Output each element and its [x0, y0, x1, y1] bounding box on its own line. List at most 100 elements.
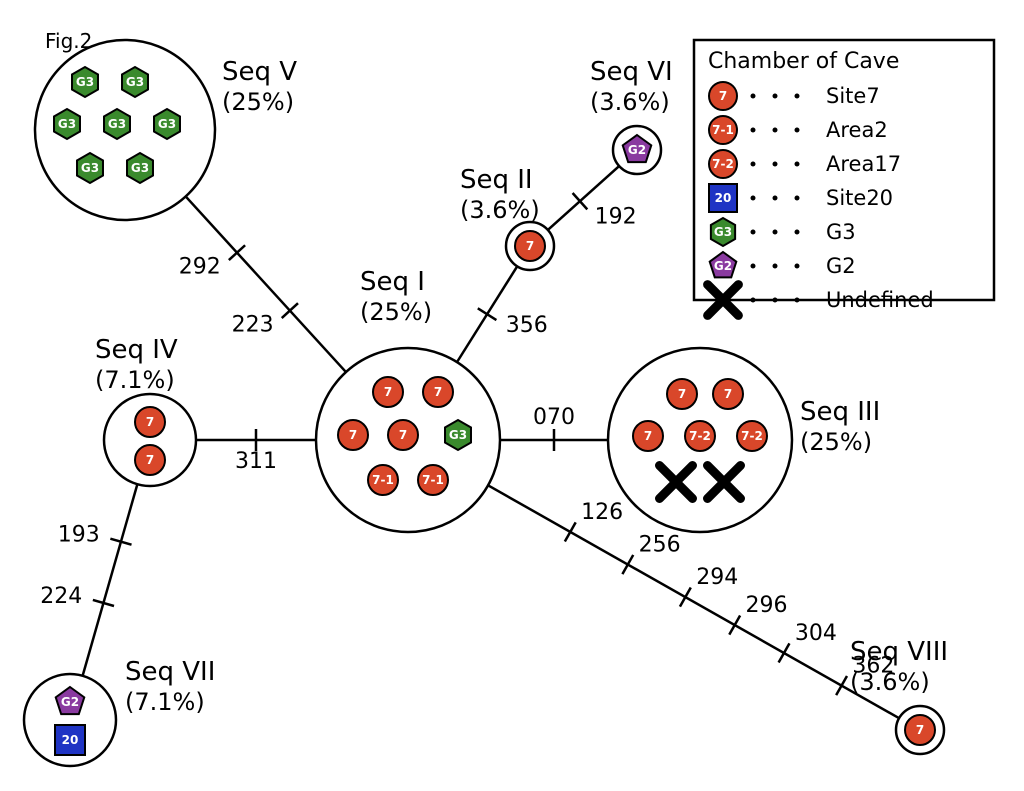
marker: 7 [135, 445, 165, 475]
marker: 7-1 [418, 465, 448, 495]
legend-item-label: Site20 [826, 186, 893, 210]
edge-tick [622, 555, 633, 574]
edge-tick-label: 311 [235, 449, 277, 474]
marker: 7-1 [368, 465, 398, 495]
edge-tick-label: 292 [179, 254, 221, 279]
node-percent: (3.6%) [590, 88, 670, 116]
svg-text:7: 7 [349, 428, 357, 442]
marker: 7 [338, 420, 368, 450]
marker: 7 [633, 421, 663, 451]
edge-SeqI-SeqIV: 311 [196, 429, 316, 474]
marker: G3 [104, 109, 130, 139]
marker: G3 [127, 153, 153, 183]
edge-tick-label: 256 [639, 532, 681, 557]
svg-text:G3: G3 [108, 117, 126, 131]
edge-tick-label: 126 [581, 500, 623, 525]
legend-item-label: Site7 [826, 84, 880, 108]
svg-text:7-2: 7-2 [689, 429, 711, 443]
node-title: Seq VI [590, 57, 673, 87]
svg-text:7: 7 [434, 385, 442, 399]
node-percent: (25%) [800, 428, 872, 456]
svg-text:G2: G2 [628, 143, 646, 157]
marker: G3 [445, 420, 471, 450]
marker: 7 [667, 379, 697, 409]
svg-text:G3: G3 [714, 225, 732, 239]
svg-text:7-1: 7-1 [422, 473, 444, 487]
network-diagram: Fig.2 3561920703112232921932241262562942… [0, 0, 1024, 791]
svg-text:7-2: 7-2 [741, 429, 763, 443]
edge-tick [680, 588, 691, 607]
marker: 7 [515, 231, 545, 261]
svg-text:G3: G3 [131, 161, 149, 175]
node-title: Seq VII [125, 657, 215, 687]
marker: 7-2 [685, 421, 715, 451]
edge-tick [779, 643, 790, 662]
svg-text:20: 20 [715, 191, 732, 205]
svg-text:7: 7 [526, 239, 534, 253]
node-title: Seq III [800, 397, 880, 427]
node-SeqVIII: 7 [896, 706, 944, 754]
legend-item-label: Area2 [826, 118, 888, 142]
node-SeqIII: 7 7 7 7-2 7-2 [608, 348, 792, 532]
node-SeqV: G3G3G3G3G3G3G3 [35, 40, 215, 220]
svg-text:7-2: 7-2 [712, 157, 734, 171]
edge-tick-label: 356 [506, 313, 548, 338]
marker: 7 [135, 407, 165, 437]
node-percent: (25%) [360, 298, 432, 326]
marker: G3 [77, 153, 103, 183]
edge-tick-label: 304 [795, 621, 837, 646]
node-percent: (7.1%) [95, 366, 175, 394]
svg-text:7: 7 [916, 723, 924, 737]
svg-text:7: 7 [384, 385, 392, 399]
edge-SeqI-SeqIII: 070 [500, 405, 608, 451]
legend-item-label: Undefined [826, 288, 934, 312]
edge-tick-label: 192 [595, 205, 637, 230]
edge-tick-label: 223 [232, 312, 274, 337]
edge-tick [836, 676, 847, 695]
svg-text:G2: G2 [714, 259, 732, 273]
legend-item-label: G2 [826, 254, 856, 278]
node-percent: (7.1%) [125, 688, 205, 716]
marker: 7 [388, 420, 418, 450]
svg-text:G2: G2 [61, 695, 79, 709]
svg-text:G3: G3 [126, 75, 144, 89]
edge-tick-label: 070 [533, 405, 575, 430]
node-SeqVI: G2 [613, 126, 661, 174]
node-title: Seq V [222, 57, 297, 87]
edge-SeqI-SeqV: 223 292 [179, 196, 346, 372]
svg-text:G3: G3 [449, 428, 467, 442]
marker: G3 [54, 109, 80, 139]
svg-text:7: 7 [146, 415, 154, 429]
node-title: Seq IV [95, 335, 178, 365]
node-percent: (25%) [222, 88, 294, 116]
node-percent: (3.6%) [460, 196, 540, 224]
marker: 7 [713, 379, 743, 409]
edge-tick-label: 224 [40, 584, 82, 609]
marker: 7 [423, 377, 453, 407]
marker: G3 [154, 109, 180, 139]
node-SeqVII: G2 20 [24, 674, 116, 766]
svg-text:7-1: 7-1 [712, 123, 734, 137]
svg-text:20: 20 [62, 733, 79, 747]
marker: G3 [122, 67, 148, 97]
node-title: Seq II [460, 165, 533, 195]
legend: Chamber of Cave7Site77-1Area27-2Area1720… [694, 40, 994, 315]
edge-tick-label: 193 [58, 523, 100, 548]
svg-text:7-1: 7-1 [372, 473, 394, 487]
edge-SeqII-SeqVI: 192 [548, 166, 637, 230]
svg-text:7: 7 [399, 428, 407, 442]
node-SeqI: 7 7 7 7 G3 7-1 7-1 [316, 348, 500, 532]
legend-title: Chamber of Cave [708, 49, 899, 74]
edge-tick-label: 296 [746, 593, 788, 618]
legend-item-label: Area17 [826, 152, 901, 176]
svg-text:7: 7 [146, 453, 154, 467]
svg-text:7: 7 [678, 387, 686, 401]
edge-tick [565, 522, 576, 541]
node-SeqIV: 77 [104, 394, 196, 486]
edge-SeqIV-SeqVII: 193 224 [40, 484, 137, 676]
marker: 20 [55, 725, 85, 755]
edge-tick [729, 615, 740, 634]
marker: 7 [905, 715, 935, 745]
marker: 7 [373, 377, 403, 407]
edge-tick-label: 294 [696, 565, 738, 590]
